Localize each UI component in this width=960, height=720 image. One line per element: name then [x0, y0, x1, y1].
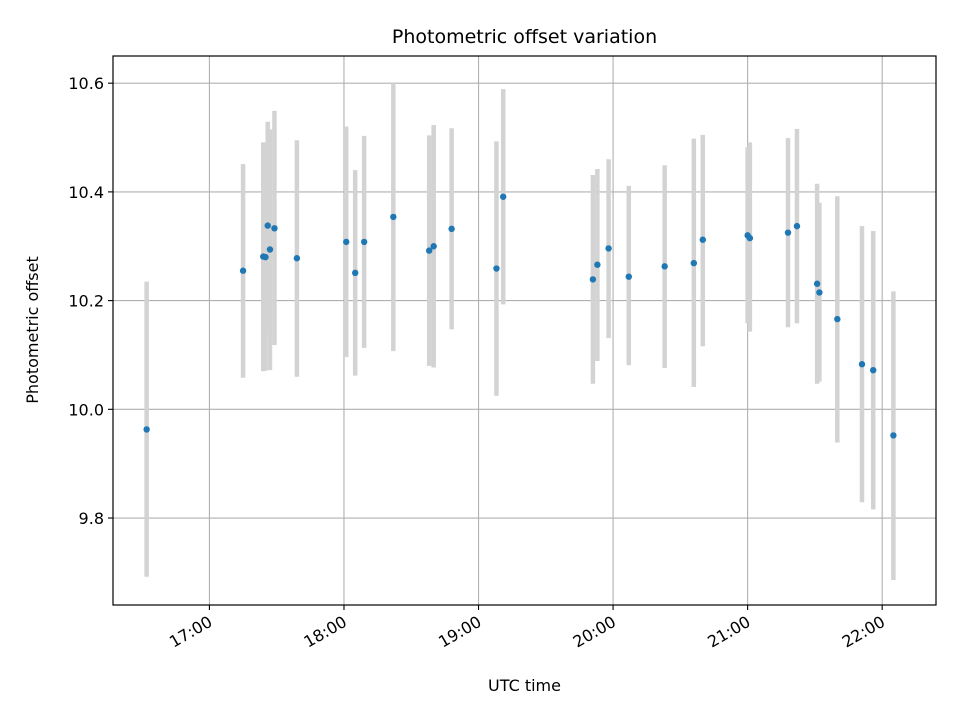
- data-point: [448, 225, 455, 233]
- chart-title: Photometric offset variation: [392, 26, 657, 48]
- data-point: [813, 280, 821, 287]
- data-point: [625, 273, 632, 280]
- data-point: [605, 245, 612, 252]
- data-point: [262, 253, 269, 261]
- data-point: [390, 213, 397, 221]
- data-point: [499, 193, 507, 200]
- y-tick-label: 10.2: [68, 292, 104, 311]
- data-point: [343, 238, 350, 246]
- data-point: [793, 222, 801, 230]
- data-point: [264, 222, 271, 229]
- data-points: [143, 193, 897, 439]
- data-point: [425, 247, 433, 254]
- data-point: [890, 432, 897, 439]
- data-point: [271, 225, 278, 232]
- plot-frame: [112, 55, 937, 606]
- y-tick-label: 9.8: [79, 509, 104, 528]
- y-tick-label: 10.0: [68, 400, 104, 419]
- y-tick-label: 10.6: [68, 74, 104, 93]
- data-point: [266, 246, 274, 253]
- data-point: [351, 269, 359, 277]
- data-point: [589, 276, 597, 283]
- y-axis-ticks: 9.8 10.0 10.2 10.4 10.6: [68, 74, 113, 528]
- y-axis-label: Photometric offset: [23, 256, 42, 404]
- data-point: [870, 366, 877, 374]
- data-point: [430, 243, 437, 250]
- data-point: [594, 261, 601, 268]
- x-axis-label: UTC time: [488, 676, 561, 695]
- data-point: [746, 234, 754, 242]
- y-tick-label: 10.4: [68, 183, 104, 202]
- data-point: [816, 289, 823, 296]
- data-point: [690, 259, 698, 267]
- data-point: [661, 263, 668, 270]
- data-point: [834, 315, 841, 323]
- data-point: [360, 238, 368, 246]
- data-point: [293, 255, 301, 262]
- data-point: [493, 265, 500, 272]
- data-point: [239, 267, 247, 274]
- data-point: [858, 361, 866, 368]
- data-point: [143, 426, 150, 433]
- data-point: [699, 236, 706, 243]
- data-point: [784, 229, 792, 236]
